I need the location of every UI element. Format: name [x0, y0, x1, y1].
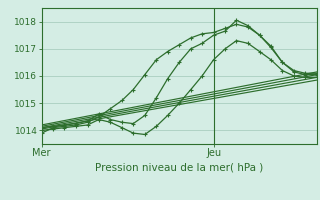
X-axis label: Pression niveau de la mer( hPa ): Pression niveau de la mer( hPa ) [95, 162, 263, 172]
